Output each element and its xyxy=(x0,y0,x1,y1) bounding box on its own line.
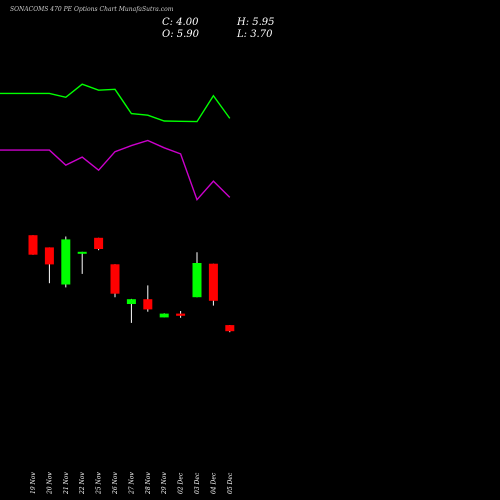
candle-body xyxy=(176,313,186,316)
candle-body xyxy=(77,251,87,254)
chart-title: SONACOMS 470 PE Options Chart MunafaSutr… xyxy=(10,6,174,13)
candle-body xyxy=(159,313,169,318)
candles-group xyxy=(28,235,235,333)
x-tick-label: 02 Dec xyxy=(178,472,185,494)
x-tick-label: 26 Nov xyxy=(112,472,119,495)
x-tick-label: 25 Nov xyxy=(96,472,103,495)
candle-05-dec xyxy=(225,325,235,333)
candle-04-dec xyxy=(208,263,218,306)
candle-body xyxy=(126,299,136,304)
x-tick-label: 21 Nov xyxy=(63,472,70,495)
candle-body xyxy=(110,264,120,294)
open-value: O: 5.90 xyxy=(162,29,200,40)
x-tick-label: 22 Nov xyxy=(79,472,86,495)
low-value: L: 3.70 xyxy=(236,29,273,40)
candle-19-nov xyxy=(28,235,38,255)
upper-line xyxy=(0,83,231,123)
candle-body xyxy=(225,325,235,332)
candle-body xyxy=(192,263,202,298)
x-tick-label: 19 Nov xyxy=(30,472,37,494)
x-tick-label: 27 Nov xyxy=(128,472,135,495)
x-tick-label: 20 Nov xyxy=(46,472,53,495)
candle-body xyxy=(28,235,38,255)
candle-body xyxy=(61,239,71,285)
x-tick-label: 05 Dec xyxy=(227,472,234,494)
close-value: C: 4.00 xyxy=(162,17,199,28)
candle-03-dec xyxy=(192,252,202,298)
candle-body xyxy=(94,237,104,249)
x-tick-label: 29 Nov xyxy=(161,472,168,495)
candle-body xyxy=(208,263,218,301)
x-tick-label: 03 Dec xyxy=(194,472,201,494)
candle-body xyxy=(143,299,153,310)
candle-29-nov xyxy=(159,313,169,318)
high-value: H: 5.95 xyxy=(236,17,275,28)
candle-22-nov xyxy=(77,251,87,274)
candle-25-nov xyxy=(94,237,104,251)
x-tick-label: 04 Dec xyxy=(210,472,217,494)
candle-02-dec xyxy=(176,311,186,318)
candle-27-nov xyxy=(126,298,136,323)
candle-28-nov xyxy=(143,285,153,312)
indicator-lines xyxy=(0,83,231,202)
candle-21-nov xyxy=(61,236,71,288)
candle-20-nov xyxy=(44,247,54,284)
candle-26-nov xyxy=(110,264,120,298)
x-tick-label: 28 Nov xyxy=(145,472,152,495)
lower-line xyxy=(0,139,231,202)
candle-body xyxy=(44,247,54,265)
x-axis-ticks: 19 Nov 20 Nov 21 Nov 22 Nov 25 Nov 26 Nov 27 N… xyxy=(30,472,234,495)
